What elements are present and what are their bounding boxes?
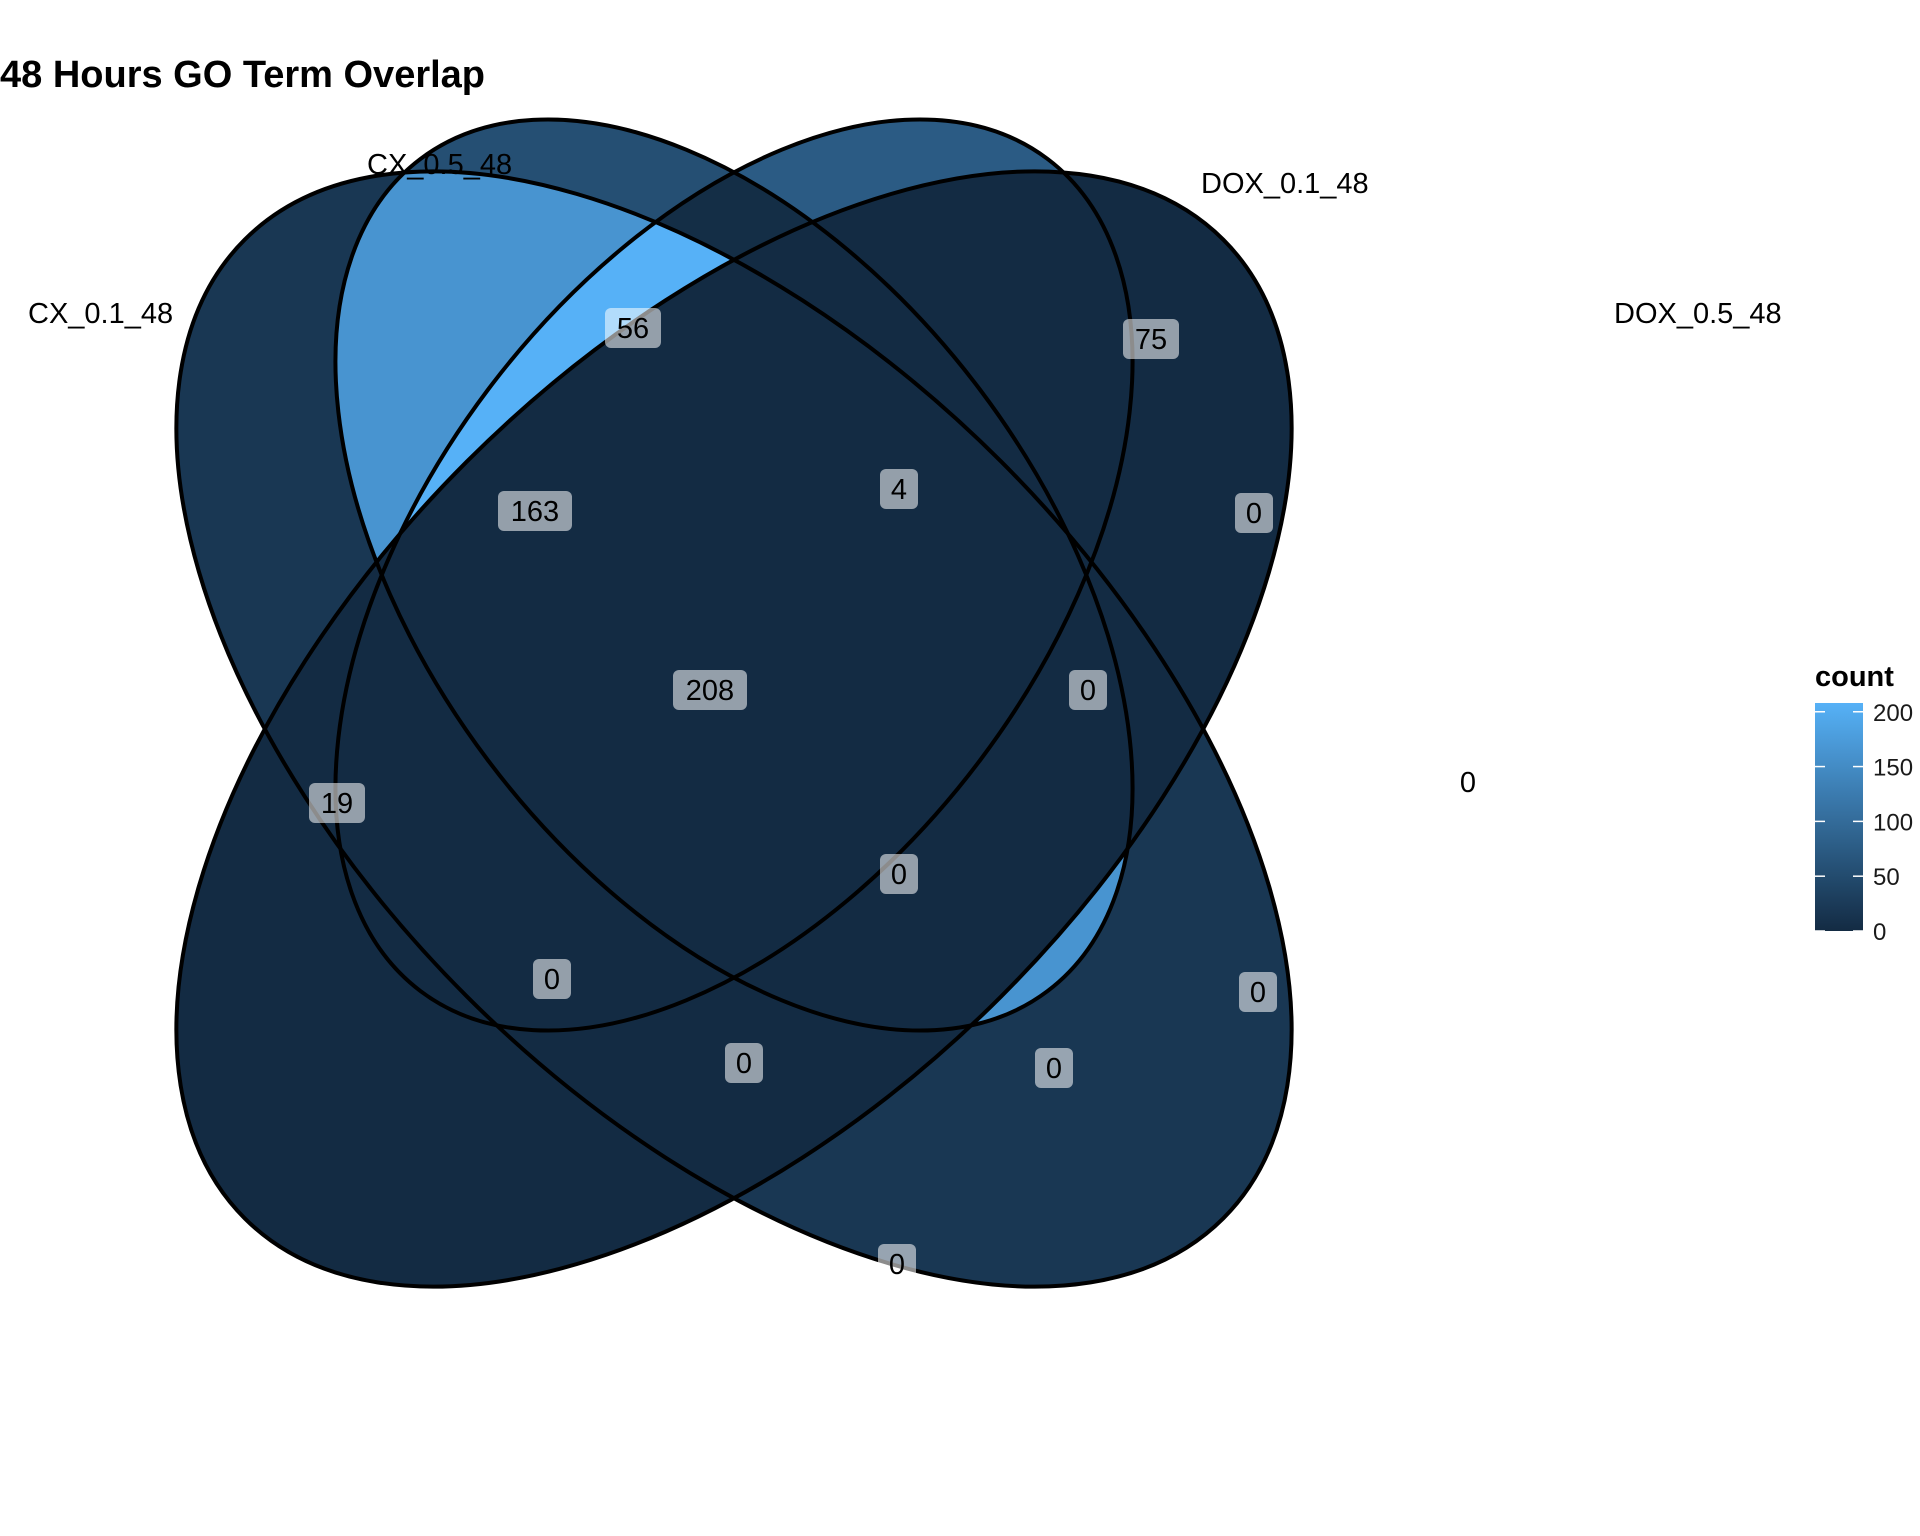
legend-tick-label: 150 [1873, 755, 1913, 782]
set-outline-dox-0-1-48 [333, 117, 1135, 1033]
count-label-text: 19 [321, 788, 353, 820]
count-label-box [1069, 670, 1107, 710]
region-count-dox_0.1_48-dox_0.5_48: 0 [1235, 493, 1273, 533]
count-label-box [1449, 762, 1487, 802]
count-label-box [673, 670, 747, 710]
region-count-dox_0.1_48: 75 [1123, 319, 1179, 359]
count-label-box [309, 783, 365, 823]
region-count-cx_0.1_48-dox_0.1_48-dox_0.5_48: 0 [725, 1043, 763, 1083]
legend-tick-label: 200 [1873, 700, 1913, 727]
count-label-box [1235, 493, 1273, 533]
count-label-box [880, 854, 918, 894]
legend-tick-label: 50 [1873, 864, 1900, 891]
count-label-text: 0 [736, 1048, 752, 1080]
legend-colorbar [1815, 703, 1863, 931]
set-label-cx-0-1-48: CX_0.1_48 [28, 298, 173, 330]
count-label-text: 0 [544, 964, 560, 996]
region-count-cx_0.1_48-dox_0.5_48: 0 [878, 1244, 916, 1284]
set-labels: CX_0.1_48 CX_0.5_48 DOX_0.1_48 DOX_0.5_48 [28, 149, 1782, 330]
count-label-text: 0 [1246, 498, 1262, 530]
set-outline-cx-0-1-48 [174, 169, 1294, 1289]
set-outlines [174, 117, 1294, 1289]
legend-tick-label: 0 [1873, 919, 1886, 946]
count-label-text: 0 [1460, 767, 1476, 799]
set-label-cx-0-5-48: CX_0.5_48 [367, 149, 512, 181]
count-label-text: 56 [617, 313, 649, 345]
count-label-box [725, 1043, 763, 1083]
region-count-cx_0.5_48-dox_0.5_48: 0 [1239, 972, 1277, 1012]
count-label-text: 0 [1250, 977, 1266, 1009]
count-label-text: 75 [1135, 324, 1167, 356]
legend-tick-label: 100 [1873, 809, 1913, 836]
region-count-labels: 19 56 75 0 163 4 0 208 0 0 0 0 0 0 0 [309, 308, 1487, 1284]
count-label-text: 0 [1080, 675, 1096, 707]
region-count-cx_0.5_48: 56 [605, 308, 661, 348]
chart-title: 48 Hours GO Term Overlap [0, 54, 485, 96]
count-label-text: 0 [1046, 1053, 1062, 1085]
venn-regions [176, 119, 1292, 1287]
count-label-box [605, 308, 661, 348]
count-label-text: 208 [686, 675, 734, 707]
region-count-cx_0.1_48: 19 [309, 783, 365, 823]
region-count-cx_0.5_48-dox_0.1_48: 4 [880, 469, 918, 509]
count-label-box [880, 469, 918, 509]
set-outline-cx-0-5-48 [333, 117, 1135, 1033]
legend-title: count [1815, 661, 1894, 693]
count-legend: count 0 50 100 150 200 [1815, 661, 1913, 946]
set-label-dox-0-1-48: DOX_0.1_48 [1201, 168, 1369, 200]
count-label-box [498, 491, 572, 531]
region-count-cx_0.1_48-dox_0.1_48: 0 [533, 959, 571, 999]
count-label-box [533, 959, 571, 999]
count-label-text: 4 [891, 474, 907, 506]
region-count-dox_0.5_48: 0 [1449, 762, 1487, 802]
count-label-text: 163 [511, 496, 559, 528]
count-label-text: 0 [891, 859, 907, 891]
count-label-box [878, 1244, 916, 1284]
region-count-cx_0.1_48-cx_0.5_48: 163 [498, 491, 572, 531]
count-label-box [1239, 972, 1277, 1012]
region-count-cx_0.1_48-cx_0.5_48-dox_0.1_48: 208 [673, 670, 747, 710]
region-count-cx_0.1_48-cx_0.5_48-dox_0.5_48: 0 [1035, 1048, 1073, 1088]
region-count-cx_0.5_48-dox_0.1_48-dox_0.5_48: 0 [1069, 670, 1107, 710]
count-label-box [1035, 1048, 1073, 1088]
count-label-text: 0 [889, 1249, 905, 1281]
set-label-dox-0-5-48: DOX_0.5_48 [1614, 298, 1782, 330]
set-outline-dox-0-5-48 [174, 169, 1294, 1289]
region-count-cx_0.1_48-cx_0.5_48-dox_0.1_48-dox_0.5_48: 0 [880, 854, 918, 894]
count-label-box [1123, 319, 1179, 359]
